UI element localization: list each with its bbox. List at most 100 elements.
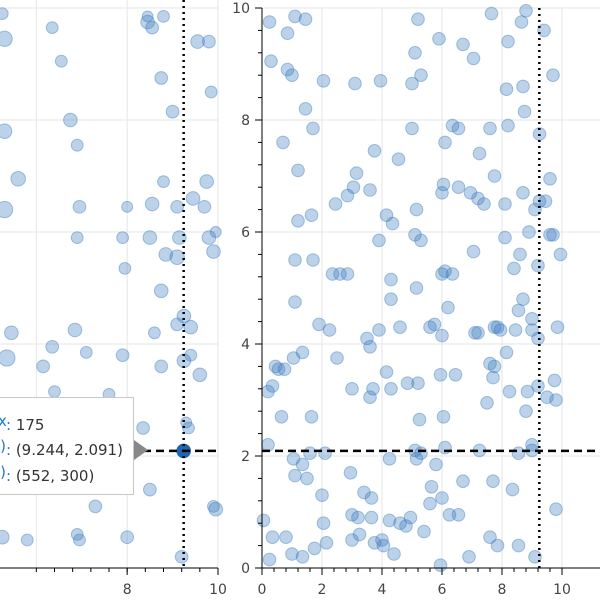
scatter-point [486, 370, 500, 385]
scatter-point [345, 382, 359, 396]
scatter-point [409, 281, 424, 295]
scatter-point [411, 376, 425, 391]
left-gridlines [0, 0, 219, 569]
tooltip-key: (x,y) [0, 437, 6, 455]
tooltip-row-sxsy: (sx,sy): (552, 300) [0, 463, 94, 485]
scatter-point [268, 359, 283, 374]
scatter-point [379, 365, 394, 379]
scatter-point [442, 508, 457, 522]
right-plot-area[interactable]: 0 2 4 6 8 10 0 2 4 6 8 10 [232, 1, 600, 598]
scatter-point [143, 482, 157, 497]
scatter-point [202, 34, 216, 49]
scatter-point [483, 530, 497, 545]
scatter-point [286, 351, 301, 365]
scatter-point [516, 186, 530, 200]
scatter-point [304, 208, 319, 222]
scatter-point [265, 379, 280, 393]
scatter-point [501, 34, 515, 49]
scatter-point [487, 359, 502, 374]
scatter-point [393, 320, 407, 335]
scatter-point [148, 326, 161, 340]
scatter-point [303, 446, 317, 461]
scatter-point [384, 382, 398, 396]
scatter-point [276, 135, 290, 150]
scatter-point [490, 538, 505, 553]
scatter-point [546, 228, 560, 242]
right-y-tick-label: 4 [241, 337, 250, 353]
scatter-point [197, 199, 212, 214]
scatter-point [408, 46, 422, 60]
scatter-point [307, 541, 322, 556]
scatter-point [4, 325, 19, 341]
scatter-point [298, 12, 313, 27]
right-x-tick-label: 10 [553, 582, 571, 598]
tooltip-pointer [134, 440, 148, 460]
scatter-point [435, 186, 449, 200]
scatter-point [206, 244, 221, 259]
scatter-point [201, 230, 217, 245]
scatter-point [436, 177, 451, 192]
scatter-point [328, 197, 343, 211]
scatter-point [157, 9, 170, 23]
scatter-point [549, 393, 563, 407]
left-x-axis: 8 10 [0, 567, 227, 598]
scatter-point [487, 169, 502, 183]
scatter-point [316, 516, 331, 531]
scatter-point [70, 527, 84, 541]
scatter-point [484, 6, 499, 21]
scatter-point [516, 79, 530, 94]
scatter-point [364, 510, 379, 525]
scatter-point [424, 480, 439, 494]
scatter-point [480, 396, 494, 410]
scatter-point [546, 68, 560, 82]
scatter-point [0, 7, 9, 21]
scatter-point [516, 292, 530, 307]
scatter-point [547, 373, 562, 388]
scatter-point [288, 9, 302, 24]
scatter-point [412, 412, 427, 427]
scatter-point [520, 384, 535, 399]
scatter-point [70, 138, 84, 152]
scatter-point [184, 348, 198, 362]
scatter-point [88, 499, 103, 514]
scatter-point [36, 359, 51, 374]
scatter-point [154, 359, 169, 374]
scatter-point [185, 191, 201, 206]
scatter-point [531, 379, 545, 393]
scatter-point [142, 230, 158, 245]
scatter-point [543, 228, 557, 242]
scatter-point [45, 339, 60, 354]
scatter-point [261, 438, 275, 452]
scatter-point [438, 135, 452, 150]
scatter-point [451, 180, 466, 194]
scatter-point [525, 323, 539, 337]
scatter-point [318, 446, 332, 461]
scatter-point [550, 320, 565, 335]
scatter-point [403, 510, 418, 525]
scatter-point [525, 312, 539, 326]
scatter-point [522, 225, 536, 239]
scatter-point [384, 272, 398, 287]
scatter-point [0, 30, 13, 48]
scatter-point [351, 510, 365, 525]
scatter-point [165, 104, 180, 119]
scatter-point [405, 76, 419, 91]
scatter-point [45, 21, 59, 35]
scatter-point [154, 71, 169, 85]
scatter-point [176, 308, 192, 324]
left-plot-area[interactable]: 8 10 [0, 0, 227, 598]
scatter-point [423, 320, 437, 335]
scatter-point [517, 104, 532, 119]
scatter-point [199, 174, 214, 189]
scatter-point [261, 384, 275, 399]
scatter-point [391, 152, 406, 166]
scatter-point [158, 247, 174, 262]
scatter-point [445, 267, 460, 281]
scatter-point [466, 244, 481, 259]
scatter-point [274, 410, 289, 424]
scatter-point [435, 267, 449, 281]
scatter-point [288, 295, 302, 309]
scatter-point [387, 547, 401, 561]
scatter-point [472, 146, 487, 161]
